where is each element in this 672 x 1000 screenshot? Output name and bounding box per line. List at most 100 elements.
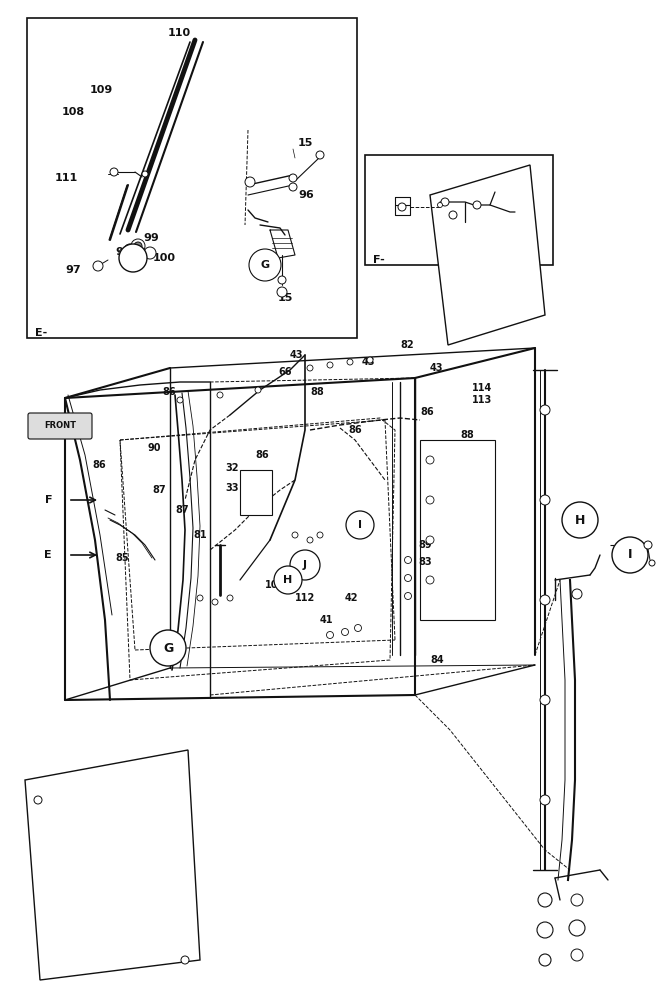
- Circle shape: [289, 183, 297, 191]
- Text: 42: 42: [345, 593, 358, 603]
- Circle shape: [571, 894, 583, 906]
- Text: G: G: [163, 642, 173, 654]
- Bar: [27, 18, 357, 338]
- Text: 109: 109: [90, 85, 114, 95]
- Circle shape: [177, 397, 183, 403]
- Circle shape: [426, 536, 434, 544]
- Text: J: J: [303, 560, 307, 570]
- Circle shape: [398, 203, 406, 211]
- Circle shape: [473, 201, 481, 209]
- Circle shape: [441, 198, 449, 206]
- Text: 112: 112: [295, 593, 315, 603]
- Text: 43: 43: [430, 363, 444, 373]
- Text: 100: 100: [153, 253, 176, 263]
- Circle shape: [119, 244, 147, 272]
- Circle shape: [540, 405, 550, 415]
- Text: 85: 85: [115, 553, 128, 563]
- Circle shape: [562, 502, 598, 538]
- Circle shape: [249, 249, 281, 281]
- Circle shape: [277, 287, 287, 297]
- Circle shape: [119, 249, 127, 257]
- Text: 86: 86: [92, 460, 106, 470]
- Text: G: G: [261, 260, 269, 270]
- Text: 66: 66: [278, 367, 292, 377]
- Text: I: I: [628, 548, 632, 562]
- Text: 81: 81: [193, 530, 206, 540]
- Circle shape: [426, 496, 434, 504]
- FancyBboxPatch shape: [28, 413, 92, 439]
- Text: 108: 108: [62, 107, 85, 117]
- Circle shape: [449, 211, 457, 219]
- Circle shape: [131, 239, 145, 253]
- Circle shape: [327, 632, 333, 639]
- Circle shape: [405, 574, 411, 582]
- Text: 82: 82: [400, 340, 414, 350]
- Text: 97: 97: [65, 265, 81, 275]
- Circle shape: [34, 796, 42, 804]
- Circle shape: [289, 174, 297, 182]
- Circle shape: [278, 276, 286, 284]
- Circle shape: [307, 537, 313, 543]
- Text: E-: E-: [35, 328, 47, 338]
- Circle shape: [540, 695, 550, 705]
- Text: 41: 41: [320, 615, 333, 625]
- Circle shape: [307, 365, 313, 371]
- Circle shape: [227, 595, 233, 601]
- Circle shape: [540, 795, 550, 805]
- Bar: [365, 155, 553, 265]
- Bar: [240, 470, 272, 515]
- Text: 86: 86: [420, 407, 433, 417]
- Text: 43: 43: [290, 350, 304, 360]
- Text: 83: 83: [418, 557, 431, 567]
- Circle shape: [569, 920, 585, 936]
- Circle shape: [538, 893, 552, 907]
- Text: 90: 90: [148, 443, 161, 453]
- Circle shape: [539, 954, 551, 966]
- Text: 32: 32: [225, 463, 239, 473]
- Circle shape: [540, 495, 550, 505]
- Text: 43: 43: [362, 357, 376, 367]
- Circle shape: [110, 168, 118, 176]
- Circle shape: [426, 576, 434, 584]
- Circle shape: [346, 511, 374, 539]
- Text: 86: 86: [162, 387, 175, 397]
- Circle shape: [426, 456, 434, 464]
- Text: 111: 111: [55, 173, 78, 183]
- Circle shape: [217, 392, 223, 398]
- Circle shape: [405, 556, 411, 564]
- Text: 113: 113: [472, 395, 493, 405]
- Text: 87: 87: [152, 485, 165, 495]
- Text: 103: 103: [265, 580, 285, 590]
- Circle shape: [341, 629, 349, 636]
- Circle shape: [124, 244, 136, 256]
- Circle shape: [245, 177, 255, 187]
- Circle shape: [181, 956, 189, 964]
- Circle shape: [355, 624, 362, 632]
- Polygon shape: [430, 165, 545, 345]
- Text: 84: 84: [430, 655, 444, 665]
- Circle shape: [537, 922, 553, 938]
- Text: 87: 87: [175, 505, 189, 515]
- Circle shape: [347, 359, 353, 365]
- Text: 96: 96: [298, 190, 314, 200]
- Circle shape: [142, 171, 148, 177]
- Circle shape: [571, 949, 583, 961]
- Text: 33: 33: [225, 483, 239, 493]
- Circle shape: [572, 589, 582, 599]
- Text: FRONT: FRONT: [44, 422, 76, 430]
- Circle shape: [327, 362, 333, 368]
- Circle shape: [649, 560, 655, 566]
- Text: 89: 89: [418, 540, 431, 550]
- Circle shape: [150, 630, 186, 666]
- Bar: [420, 440, 495, 620]
- Circle shape: [212, 599, 218, 605]
- Text: F-: F-: [373, 255, 385, 265]
- Text: 86: 86: [255, 450, 269, 460]
- Text: 99: 99: [143, 233, 159, 243]
- Text: 15: 15: [278, 293, 294, 303]
- Circle shape: [405, 592, 411, 599]
- Text: 114: 114: [472, 383, 493, 393]
- Text: 15: 15: [298, 138, 313, 148]
- Polygon shape: [25, 750, 200, 980]
- Text: 86: 86: [348, 425, 362, 435]
